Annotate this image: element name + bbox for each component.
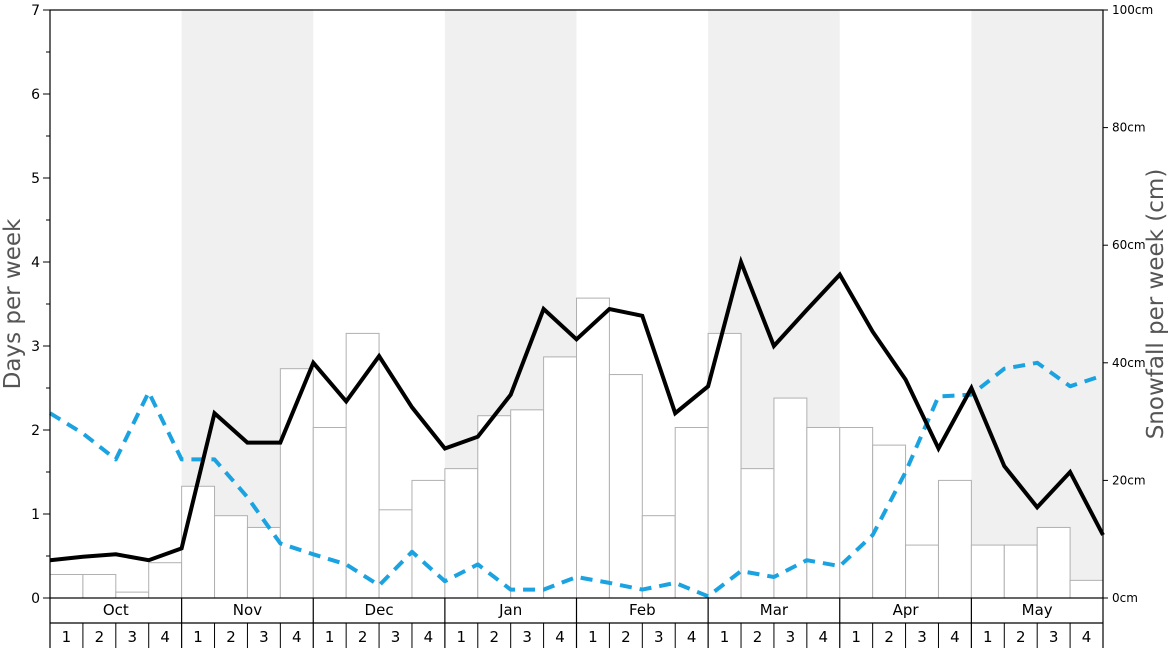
snowfall-bar	[576, 297, 610, 599]
snowfall-bar	[444, 468, 479, 599]
snowfall-bar	[115, 591, 150, 599]
week-label: 3	[917, 628, 927, 646]
month-label: Feb	[629, 601, 656, 619]
snowfall-bar	[773, 397, 808, 599]
snowfall-bar	[312, 426, 347, 599]
right-tick-label: 0cm	[1112, 591, 1138, 605]
week-label: 4	[160, 628, 170, 646]
snowfall-bar	[905, 544, 939, 599]
month-label: Mar	[760, 601, 789, 619]
week-label: 2	[358, 628, 368, 646]
week-label: 1	[193, 628, 203, 646]
axes: 0 1 2 3 4 5 6 7 0cm 20cm 40cm 60cm 80cm 100cm Oct 1 2 3 4 N…	[31, 3, 1153, 648]
month-shading	[181, 10, 1103, 598]
week-label: 2	[226, 628, 236, 646]
snowfall-bar	[806, 426, 841, 599]
snowfall-bar	[1036, 526, 1071, 599]
snowfall-bar	[214, 515, 248, 599]
week-label: 3	[654, 628, 664, 646]
left-tick-label: 1	[31, 507, 40, 523]
week-label: 3	[522, 628, 532, 646]
week-label: 4	[950, 628, 960, 646]
week-label: 4	[819, 628, 829, 646]
snowfall-bar	[674, 426, 709, 599]
snowfall-bar	[510, 409, 545, 599]
left-tick-label: 6	[31, 87, 40, 103]
left-tick-label: 4	[31, 255, 40, 271]
week-label: 2	[1016, 628, 1026, 646]
snowfall-bar	[1069, 579, 1104, 599]
right-tick-label: 20cm	[1112, 473, 1146, 487]
week-label: 3	[1049, 628, 1059, 646]
week-label: 1	[851, 628, 861, 646]
week-label: 1	[720, 628, 730, 646]
left-tick-label: 3	[31, 339, 40, 355]
snowfall-bar	[937, 479, 972, 599]
week-label: 4	[292, 628, 302, 646]
month-label: Oct	[103, 601, 129, 619]
snowfall-bar	[839, 426, 874, 599]
snowfall-bar	[608, 374, 643, 599]
snowfall-bar	[378, 509, 413, 599]
right-tick-label: 80cm	[1112, 121, 1146, 135]
week-label: 3	[259, 628, 269, 646]
month-shade-may	[971, 10, 1103, 598]
snowfall-bar	[49, 573, 84, 599]
week-label: 1	[588, 628, 598, 646]
week-label: 1	[457, 628, 467, 646]
snowfall-bar	[82, 573, 117, 599]
week-label: 3	[786, 628, 796, 646]
week-label: 4	[687, 628, 697, 646]
right-tick-label: 60cm	[1112, 238, 1146, 252]
series-lines	[48, 255, 1105, 599]
right-tick-label: 40cm	[1112, 356, 1146, 370]
week-label: 2	[753, 628, 763, 646]
y-axis-label-left: Days per week	[0, 218, 26, 389]
snowfall-bar	[148, 562, 183, 599]
month-label: Dec	[365, 601, 394, 619]
left-tick-label: 2	[31, 423, 40, 439]
week-label: 4	[1082, 628, 1092, 646]
right-tick-label: 100cm	[1112, 3, 1153, 17]
week-label: 2	[95, 628, 105, 646]
snowfall-bar	[543, 356, 577, 599]
week-label: 3	[391, 628, 401, 646]
week-label: 2	[489, 628, 499, 646]
week-label: 1	[983, 628, 993, 646]
snowfall-bar	[345, 332, 380, 599]
week-label: 1	[325, 628, 335, 646]
snowfall-bar	[1003, 544, 1038, 599]
left-tick-label: 7	[31, 3, 40, 19]
month-label: May	[1022, 601, 1053, 619]
month-label: Nov	[233, 601, 262, 619]
y-axis-label-right: Snowfall per week (cm)	[1143, 169, 1168, 440]
week-label: 3	[127, 628, 137, 646]
snowfall-bar	[740, 468, 775, 599]
left-tick-label: 0	[31, 591, 40, 607]
snowfall-bar	[411, 479, 446, 599]
snowfall-bar	[707, 332, 742, 599]
snowfall-bar	[970, 544, 1005, 599]
snowfall-bar	[872, 444, 907, 599]
week-label: 4	[555, 628, 565, 646]
week-label: 1	[62, 628, 72, 646]
solid-series-line	[49, 255, 1105, 563]
month-label: Jan	[498, 601, 522, 619]
week-label: 2	[884, 628, 894, 646]
snowfall-bar	[477, 415, 512, 599]
left-tick-label: 5	[31, 171, 40, 187]
week-label: 4	[424, 628, 434, 646]
snowfall-bar	[181, 485, 216, 599]
month-label: Apr	[893, 601, 920, 619]
week-label: 2	[621, 628, 631, 646]
